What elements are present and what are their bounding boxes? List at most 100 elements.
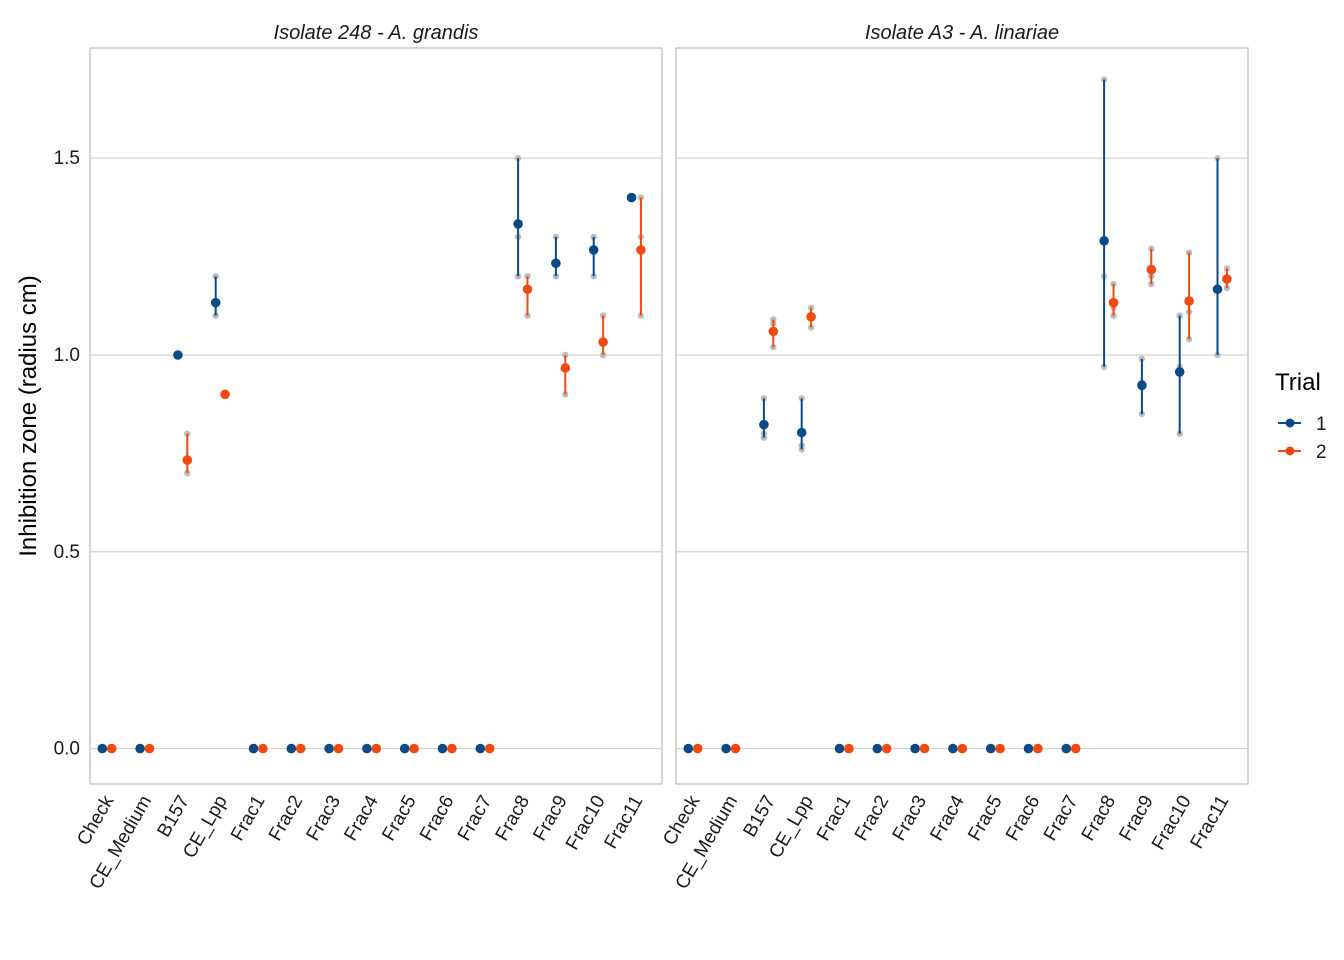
x-tick-label: Frac2 bbox=[265, 792, 307, 845]
x-tick-label: Frac4 bbox=[926, 792, 969, 845]
panel-2-x-tick-labels: CheckCE_MediumB157CE_LppFrac1Frac2Frac3F… bbox=[659, 792, 1233, 893]
mean-point bbox=[626, 192, 637, 203]
x-tick-label: Frac4 bbox=[340, 792, 383, 845]
mean-point bbox=[957, 743, 968, 754]
panel-2-title: Isolate A3 - A. linariae bbox=[865, 22, 1059, 44]
mean-point bbox=[258, 743, 268, 754]
mean-point bbox=[995, 743, 1005, 754]
mean-point bbox=[437, 743, 448, 754]
legend: Trial 1 2 bbox=[1275, 369, 1327, 463]
y-tick-label: 0.5 bbox=[54, 542, 80, 563]
x-tick-label: Frac11 bbox=[600, 792, 647, 852]
x-tick-label: Frac8 bbox=[492, 792, 534, 845]
mean-point bbox=[210, 297, 221, 308]
mean-point bbox=[560, 363, 571, 373]
mean-point bbox=[1023, 743, 1034, 754]
mean-point bbox=[948, 743, 958, 754]
mean-point bbox=[362, 743, 372, 754]
y-tick-label: 1.5 bbox=[54, 148, 80, 169]
mean-point bbox=[475, 743, 486, 754]
mean-point bbox=[721, 743, 731, 754]
legend-entry-1: 1 bbox=[1278, 414, 1327, 435]
panel-1-marks bbox=[97, 155, 646, 754]
mean-point bbox=[371, 743, 382, 754]
mean-point bbox=[522, 284, 533, 295]
mean-point bbox=[1137, 380, 1147, 391]
x-tick-label: Frac8 bbox=[1078, 792, 1120, 845]
mean-point bbox=[985, 743, 996, 754]
x-tick-label: Frac5 bbox=[378, 792, 420, 845]
mean-point bbox=[1146, 264, 1157, 275]
raw-point bbox=[1223, 265, 1231, 272]
mean-point bbox=[513, 219, 523, 229]
x-tick-label: B157 bbox=[740, 792, 780, 841]
mean-point bbox=[1212, 284, 1223, 295]
x-tick-label: Frac11 bbox=[1186, 792, 1233, 852]
panel-1-title: Isolate 248 - A. grandis bbox=[274, 22, 479, 44]
x-tick-label: Frac2 bbox=[851, 792, 893, 845]
mean-point bbox=[844, 743, 854, 754]
panel-1-border bbox=[89, 47, 663, 785]
mean-point bbox=[173, 350, 183, 360]
mean-point bbox=[683, 743, 694, 754]
panel-1-x-tick-labels: CheckCE_MediumB157CE_LppFrac1Frac2Frac3F… bbox=[73, 792, 647, 893]
mean-point bbox=[1099, 236, 1109, 246]
mean-point bbox=[324, 743, 334, 754]
x-tick-label: Frac7 bbox=[1040, 792, 1082, 845]
mean-point bbox=[144, 743, 155, 754]
x-tick-label: Frac3 bbox=[303, 792, 345, 845]
mean-point bbox=[409, 743, 419, 754]
mean-point bbox=[759, 419, 769, 430]
mean-point bbox=[97, 743, 108, 754]
legend-label-2: 2 bbox=[1316, 442, 1327, 463]
mean-point bbox=[872, 743, 883, 754]
mean-point bbox=[1108, 297, 1119, 308]
panel-1-gridlines bbox=[90, 157, 662, 750]
x-tick-label: Frac1 bbox=[813, 792, 855, 845]
mean-point bbox=[910, 743, 920, 754]
mean-point bbox=[1174, 367, 1185, 377]
y-axis-tick-labels: 0.0 0.5 1.0 1.5 bbox=[54, 148, 80, 759]
mean-point bbox=[768, 326, 779, 337]
y-axis-title: Inhibition zone (radius cm) bbox=[15, 275, 42, 556]
mean-point bbox=[919, 743, 930, 754]
x-tick-label: Frac3 bbox=[889, 792, 931, 845]
mean-point bbox=[730, 743, 741, 754]
panel-2-marks bbox=[683, 76, 1232, 754]
legend-key-point-2 bbox=[1285, 446, 1295, 456]
mean-point bbox=[399, 743, 410, 754]
y-tick-label: 1.0 bbox=[54, 345, 80, 366]
panel-1: Isolate 248 - A. grandis CheckCE_MediumB… bbox=[73, 22, 663, 893]
mean-point bbox=[598, 337, 608, 347]
mean-point bbox=[636, 245, 646, 255]
x-tick-label: Frac1 bbox=[227, 792, 269, 845]
mean-point bbox=[551, 258, 561, 269]
legend-title: Trial bbox=[1275, 369, 1321, 396]
raw-point bbox=[562, 351, 569, 359]
mean-point bbox=[1061, 743, 1072, 754]
mean-point bbox=[1184, 296, 1194, 306]
panel-2-border bbox=[675, 47, 1249, 785]
mean-point bbox=[834, 743, 845, 754]
mean-point bbox=[447, 743, 457, 754]
mean-point bbox=[182, 455, 193, 465]
y-tick-label: 0.0 bbox=[54, 739, 80, 760]
mean-point bbox=[106, 743, 117, 754]
legend-entry-2: 2 bbox=[1278, 442, 1327, 463]
mean-point bbox=[1222, 274, 1232, 284]
x-tick-label: Frac6 bbox=[416, 792, 458, 845]
mean-point bbox=[220, 389, 230, 400]
x-tick-label: Frac7 bbox=[454, 792, 496, 845]
mean-point bbox=[295, 743, 306, 754]
panel-2: Isolate A3 - A. linariae CheckCE_MediumB… bbox=[659, 22, 1249, 893]
mean-point bbox=[796, 427, 807, 438]
x-tick-label: Frac6 bbox=[1002, 792, 1044, 845]
mean-point bbox=[135, 743, 145, 754]
mean-point bbox=[333, 743, 344, 754]
mean-point bbox=[286, 743, 297, 754]
mean-point bbox=[881, 743, 892, 754]
mean-point bbox=[248, 743, 259, 754]
x-tick-label: B157 bbox=[154, 792, 194, 841]
mean-point bbox=[484, 743, 495, 754]
